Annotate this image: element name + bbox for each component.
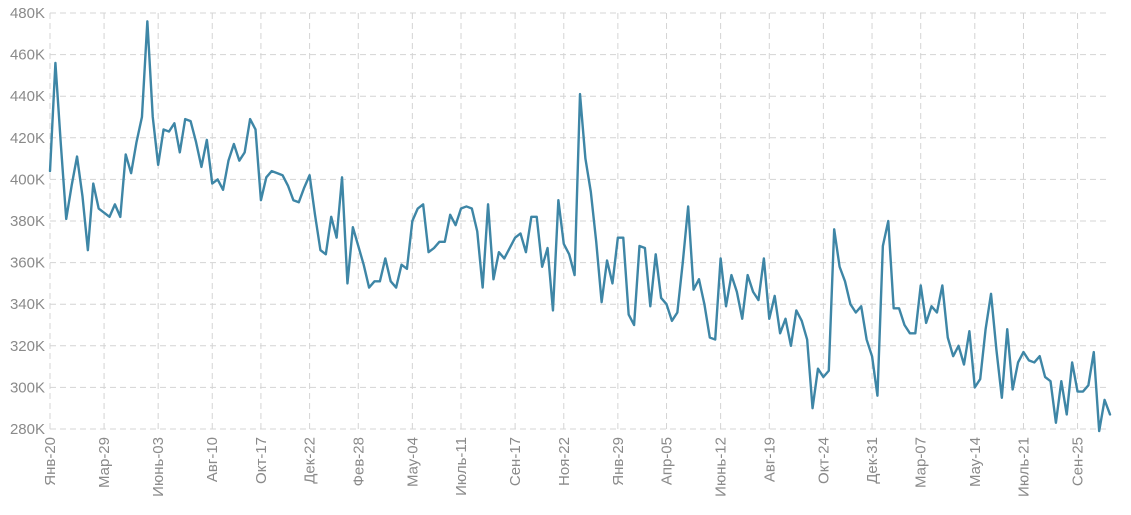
x-tick-label: Сен-25 <box>1070 437 1087 486</box>
x-tick-label: Июнь-03 <box>150 437 167 497</box>
y-tick-label: 400K <box>10 171 45 188</box>
x-tick-label: Июнь-12 <box>713 437 730 497</box>
x-tick-label: Дек-31 <box>864 437 881 484</box>
y-tick-label: 380K <box>10 213 45 230</box>
x-tick-label: Авг-10 <box>204 437 221 482</box>
x-tick-label: Дек-22 <box>302 437 319 484</box>
x-tick-label: Мау-14 <box>967 437 984 487</box>
x-tick-label: Окт-24 <box>815 437 832 484</box>
y-axis-tick-labels: 280K 300K 320K 340K 360K 380K 400K 420K 440K 460K… <box>10 5 45 438</box>
x-tick-label: Мар-07 <box>913 437 930 488</box>
x-tick-label: Авг-19 <box>761 437 778 482</box>
y-tick-label: 300K <box>10 379 45 396</box>
x-tick-label: Мар-29 <box>96 437 113 488</box>
series-group <box>48 20 1112 433</box>
x-tick-label: Апр-05 <box>659 437 676 485</box>
y-tick-label: 360K <box>10 255 45 272</box>
x-tick-label: Янв-29 <box>610 437 627 486</box>
x-tick-label: Ноя-22 <box>556 437 573 486</box>
y-tick-label: 340K <box>10 296 45 313</box>
y-gridlines <box>50 12 1110 430</box>
x-tick-label: Мау-04 <box>404 437 421 487</box>
x-axis-tick-labels: Янв-20 Мар-29 Июнь-03 Авг-10 Окт-17 Дек-22 Фев… <box>42 437 1087 497</box>
x-tick-label: Окт-17 <box>253 437 270 484</box>
x-tick-label: Июль-11 <box>453 437 470 496</box>
y-tick-label: 280K <box>10 421 45 438</box>
x-tick-label: Фев-28 <box>350 437 367 486</box>
y-tick-label: 420K <box>10 130 45 147</box>
x-tick-label: Янв-20 <box>42 437 59 486</box>
series-line <box>48 20 1112 433</box>
y-tick-label: 440K <box>10 88 45 105</box>
x-tick-label: Сен-17 <box>507 437 524 486</box>
x-tick-label: Июль-21 <box>1015 437 1032 497</box>
y-tick-label: 320K <box>10 338 45 355</box>
y-tick-label: 460K <box>10 47 45 64</box>
y-tick-label: 480K <box>10 5 45 22</box>
